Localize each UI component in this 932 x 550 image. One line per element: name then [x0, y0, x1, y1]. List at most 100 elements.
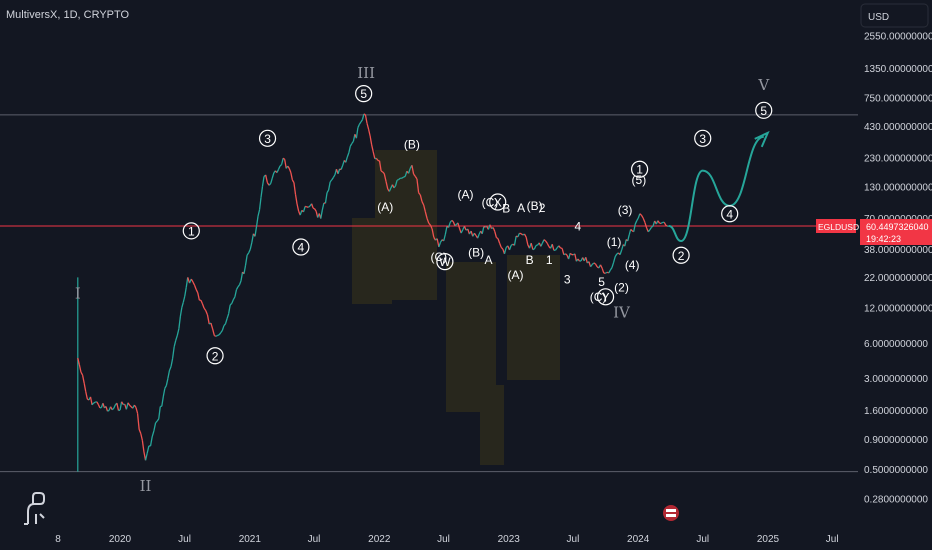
price-segment: [235, 286, 239, 291]
price-segment: [185, 277, 189, 288]
flag-event-icon[interactable]: [663, 505, 679, 521]
countdown-label: 19:42:23: [866, 234, 901, 244]
price-segment: [280, 158, 284, 165]
price-segment: [555, 247, 558, 251]
x-tick-label: Jul: [437, 534, 450, 545]
price-segment: [663, 221, 667, 226]
price-segment: [138, 429, 142, 434]
price-segment: [265, 174, 269, 183]
x-axis[interactable]: 8 2020 Jul 2021 Jul 2022 Jul 2023 Jul 2024 Jul 2025…: [55, 534, 838, 545]
wave-label: B: [526, 253, 534, 267]
dinosaur-icon[interactable]: [24, 492, 45, 525]
wave-label-circled: 5: [755, 101, 773, 119]
price-segment: [243, 265, 247, 274]
price-segment: [637, 213, 641, 219]
price-segment: [451, 219, 454, 223]
price-segment: [367, 128, 371, 137]
series-group: [77, 113, 670, 472]
price-segment: [284, 159, 287, 169]
price-segment: [351, 141, 354, 144]
x-tick-label: 2021: [239, 534, 262, 545]
currency-button[interactable]: USD: [860, 3, 929, 28]
wave-label: A: [517, 201, 525, 215]
price-segment: [424, 211, 428, 219]
price-segment: [360, 119, 363, 123]
wave-label: (A): [507, 268, 523, 282]
price-segment: [492, 227, 496, 232]
price-segment: [569, 252, 573, 256]
price-segment: [481, 226, 485, 234]
price-segment: [290, 172, 294, 181]
y-tick-label: 0.9000000000: [864, 435, 928, 446]
price-segment: [234, 289, 238, 297]
price-segment: [226, 313, 230, 319]
y-tick-label: 130.0000000000: [864, 183, 932, 194]
price-segment: [369, 135, 373, 145]
price-segment: [105, 406, 109, 412]
price-segment: [282, 157, 286, 160]
price-segment: [431, 228, 435, 238]
price-segment: [418, 192, 421, 196]
price-segment: [608, 269, 611, 274]
price-segment: [630, 228, 633, 232]
price-segment: [175, 335, 178, 341]
price-segment: [340, 165, 344, 170]
price-segment: [190, 278, 194, 283]
price-segment: [257, 209, 261, 217]
price-segment: [601, 267, 605, 274]
price-segment: [372, 151, 376, 159]
price-segment: [634, 220, 638, 225]
price-segment: [296, 203, 300, 212]
price-segment: [210, 322, 214, 330]
price-segment: [308, 205, 311, 208]
price-segment: [639, 213, 642, 216]
price-segment: [184, 287, 187, 297]
wave-label-roman: V: [757, 76, 770, 94]
y-tick-label: 12.0000000000: [864, 304, 932, 315]
ticker-label: EGLDUSD: [818, 222, 859, 232]
price-segment: [227, 304, 231, 314]
wave-label: (B): [468, 245, 484, 259]
price-segment: [429, 224, 433, 230]
price-segment: [394, 180, 398, 186]
y-tick-label: 3.0000000000: [864, 374, 928, 385]
x-tick-label: Jul: [826, 534, 839, 545]
price-segment: [81, 374, 85, 384]
price-segment: [551, 244, 555, 251]
y-tick-label: 1.6000000000: [864, 406, 928, 417]
price-segment: [144, 453, 148, 461]
price-segment: [421, 201, 425, 206]
price-segment: [135, 407, 139, 414]
wave-label-circled: Y: [596, 288, 615, 306]
price-segment: [411, 165, 415, 175]
y-tick-label: 0.5000000000: [864, 465, 928, 476]
price-segment: [594, 263, 598, 268]
svg-text:3: 3: [264, 132, 271, 146]
price-segment: [77, 357, 81, 365]
price-segment: [577, 258, 581, 262]
price-segment: [229, 302, 233, 306]
wave-label: (4): [625, 258, 640, 272]
price-segment: [647, 229, 651, 233]
price-segment: [426, 218, 430, 224]
y-tick-label: 750.0000000000: [864, 94, 932, 105]
price-segment: [473, 232, 477, 237]
price-segment: [91, 402, 95, 406]
price-segment: [545, 240, 548, 244]
svg-text:5: 5: [760, 104, 767, 118]
price-segment: [203, 307, 207, 311]
wave-label: 4: [575, 219, 582, 233]
price-segment: [149, 436, 153, 447]
price-segment: [176, 328, 180, 336]
price-segment: [398, 177, 401, 181]
wave-label-circled: 2: [672, 246, 690, 264]
wave-label-roman: II: [140, 477, 152, 495]
price-segment: [533, 245, 537, 250]
price-segment: [599, 264, 603, 269]
price-segment: [133, 404, 137, 408]
price-segment: [78, 364, 82, 373]
price-segment: [366, 122, 370, 130]
price-segment: [197, 292, 200, 301]
